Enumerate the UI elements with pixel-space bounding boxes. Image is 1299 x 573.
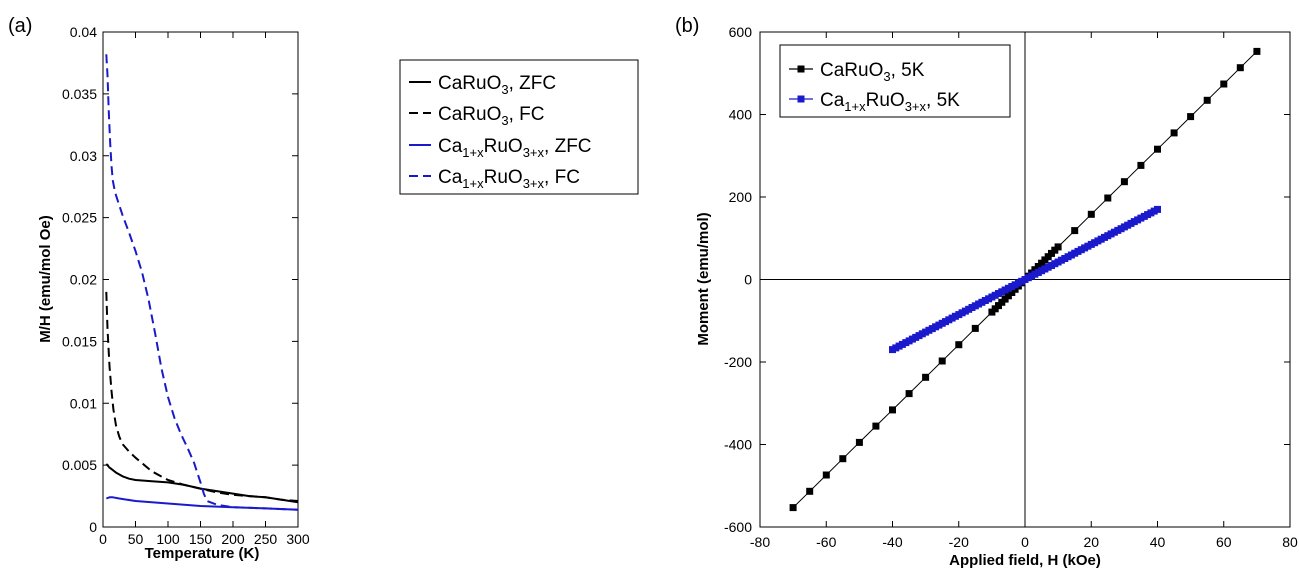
a-series-caruo3-fc — [105, 291, 299, 502]
panel-b-y-axis-label: Moment (emu/mol) — [695, 212, 712, 345]
b-series-caruo3-point — [1187, 113, 1195, 121]
a-y-tick-label: 0 — [89, 519, 97, 535]
b-series-caruo3-point — [1137, 161, 1145, 169]
b-series-caruo3-point — [1236, 64, 1244, 72]
a-y-tick-label: 0.015 — [62, 333, 97, 349]
b-y-tick-label: 200 — [729, 189, 753, 205]
legend-b-entry-2: Ca1+xRuO3+x, 5K — [820, 90, 960, 114]
panel-a-x-ticks: 0 50 100 150 200 250 300 — [99, 32, 310, 547]
legend-a-entry-1: CaRuO3, ZFC — [438, 73, 556, 97]
b-x-tick-label: -80 — [750, 534, 770, 550]
legend-a-entry-3: Ca1+xRuO3+x, ZFC — [438, 136, 592, 160]
b-series-caruo3-point — [806, 487, 814, 495]
a-x-tick-label: 250 — [254, 531, 278, 547]
b-x-tick-label: 80 — [1282, 534, 1298, 550]
a-series-ca1x-fc — [105, 54, 299, 511]
b-x-tick-label: 40 — [1150, 534, 1166, 550]
panel-b-y-ticks: -600 -400 -200 0 200 400 600 — [724, 24, 1290, 535]
legend-b-marker-2 — [797, 95, 805, 103]
b-x-tick-label: -60 — [816, 534, 836, 550]
b-series-caruo3-point — [938, 357, 946, 365]
a-y-tick-label: 0.03 — [70, 148, 97, 164]
legend-b-entry-1: CaRuO3, 5K — [820, 60, 925, 84]
b-series-caruo3-point — [855, 438, 863, 446]
b-series-caruo3-point — [1104, 194, 1112, 202]
b-series-caruo3-point — [1220, 80, 1228, 88]
a-y-tick-label: 0.04 — [70, 24, 97, 40]
panel-b-x-ticks: -80 -60 -40 -20 0 20 40 60 80 — [750, 32, 1298, 550]
panel-a-y-ticks: 0 0.005 0.01 0.015 0.02 0.025 0.03 0.035 0.04 — [62, 24, 298, 535]
a-x-tick-label: 100 — [156, 531, 180, 547]
a-y-tick-label: 0.005 — [62, 457, 97, 473]
panel-b-label: (b) — [675, 15, 699, 37]
b-series-ca1x-point — [1154, 205, 1161, 213]
a-x-tick-label: 150 — [189, 531, 213, 547]
b-series-caruo3-point — [922, 373, 930, 381]
panel-b-legend: CaRuO3, 5K Ca1+xRuO3+x, 5K — [779, 44, 1011, 118]
a-x-tick-label: 200 — [221, 531, 245, 547]
legend-a-entry-2: CaRuO3, FC — [438, 104, 544, 128]
b-series-caruo3-point — [1203, 96, 1211, 104]
b-series-caruo3-point — [889, 406, 896, 414]
panel-b-series — [789, 47, 1261, 512]
a-x-tick-label: 50 — [128, 531, 144, 547]
panel-a-plot-frame — [102, 31, 299, 528]
a-x-tick-label: 300 — [286, 531, 310, 547]
b-series-caruo3-point — [822, 471, 830, 479]
b-series-caruo3-point — [1253, 47, 1261, 55]
b-series-ca1x — [889, 205, 1161, 354]
b-series-caruo3-point — [1120, 178, 1128, 186]
b-y-tick-label: 600 — [729, 24, 753, 40]
panel-a-series — [105, 54, 299, 511]
legend-a-entry-4: Ca1+xRuO3+x, FC — [438, 167, 580, 191]
a-series-caruo3-zfc — [105, 463, 299, 504]
b-series-caruo3-point — [955, 341, 963, 349]
a-x-tick-label: 0 — [99, 531, 107, 547]
panel-a-legend: CaRuO3, ZFC CaRuO3, FC Ca1+xRuO3+x, ZFC … — [399, 59, 639, 195]
b-series-caruo3-point — [1087, 210, 1095, 218]
legend-b-marker-1 — [797, 65, 805, 73]
b-y-tick-label: 400 — [729, 107, 753, 123]
b-x-tick-label: 60 — [1216, 534, 1232, 550]
b-series-caruo3-point — [1071, 227, 1079, 235]
b-series-caruo3-point — [839, 455, 847, 463]
b-series-caruo3-point — [1170, 129, 1178, 137]
panel-a: (a) 0 0.005 0.01 0.015 0.02 0.025 0.03 0.035 0.0… — [8, 15, 639, 562]
b-series-caruo3-point — [971, 324, 979, 332]
panel-a-x-axis-label: Temperature (K) — [145, 545, 260, 562]
panel-a-label: (a) — [8, 15, 32, 37]
panel-b-x-axis-label: Applied field, H (kOe) — [949, 552, 1101, 569]
b-x-tick-label: 0 — [1021, 534, 1029, 550]
b-x-tick-label: 20 — [1083, 534, 1099, 550]
a-y-tick-label: 0.01 — [70, 395, 97, 411]
b-series-caruo3-point — [905, 390, 913, 398]
b-y-tick-label: -400 — [724, 437, 752, 453]
b-y-tick-label: 0 — [744, 272, 752, 288]
b-x-tick-label: -20 — [949, 534, 969, 550]
b-x-tick-label: -40 — [882, 534, 902, 550]
panel-b-legend-box — [779, 44, 1011, 118]
b-y-tick-label: -200 — [724, 354, 752, 370]
b-series-caruo3-point — [1154, 145, 1161, 153]
b-series-caruo3-point — [789, 504, 797, 512]
a-y-tick-label: 0.02 — [70, 272, 97, 288]
a-y-tick-label: 0.025 — [62, 210, 97, 226]
panel-a-y-axis-label: M/H (emu/mol Oe) — [37, 215, 54, 343]
b-series-caruo3-point — [872, 422, 880, 430]
b-y-tick-label: -600 — [724, 519, 752, 535]
b-series-caruo3-point — [1054, 243, 1062, 251]
a-y-tick-label: 0.035 — [62, 86, 97, 102]
panel-a-legend-box — [399, 59, 639, 195]
